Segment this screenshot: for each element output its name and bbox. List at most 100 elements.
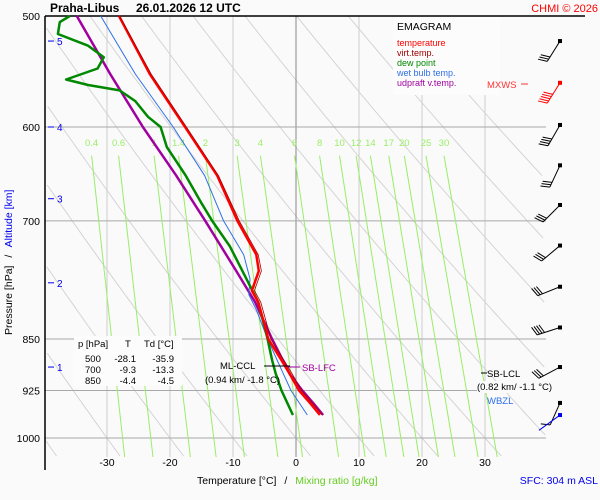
y-tick-label: 600 <box>22 122 40 134</box>
table-cell: -4.4 <box>120 376 136 387</box>
wind-barb-feather <box>535 253 544 260</box>
mixing-ratio-label: 4 <box>258 138 263 149</box>
mixing-ratio-line <box>259 155 304 458</box>
wind-barb-feather <box>540 96 551 100</box>
table-cell: 700 <box>85 365 101 376</box>
wind-barb-feather <box>543 91 553 95</box>
y-tick-label: 850 <box>22 334 40 346</box>
wind-barb-feather <box>537 213 547 219</box>
wind-barb-feather <box>541 183 552 186</box>
wind-barb <box>540 163 562 188</box>
mixing-ratio-line <box>369 155 420 458</box>
ml-ccl-value: (0.94 km/ -1.8 °C) <box>205 375 280 386</box>
wind-barb <box>534 202 562 223</box>
sfc-label: SFC: 304 m ASL <box>520 475 598 487</box>
table-cell: 850 <box>85 376 101 387</box>
updraft-line <box>75 15 325 416</box>
wind-barb-dot <box>558 365 562 370</box>
table-cell: -13.3 <box>152 365 174 376</box>
temperature-line <box>117 15 321 416</box>
y-axis-label-sep: / <box>3 255 15 258</box>
sb-lcl-bg <box>477 381 561 393</box>
dry-adiabat-line <box>89 15 439 457</box>
mixing-ratio-label: 8 <box>317 138 322 149</box>
x-tick-label: -20 <box>162 457 177 469</box>
dew-point-line <box>56 14 295 416</box>
wind-barb-dot <box>558 202 562 207</box>
wind-barb-feather <box>537 252 546 259</box>
table-cell: -9.3 <box>120 365 136 376</box>
mixing-ratio-label: 25 <box>421 138 432 149</box>
wind-barb <box>537 39 562 62</box>
mixing-ratio-label: 0.6 <box>112 138 125 149</box>
mixing-ratio-line <box>153 155 191 458</box>
wind-barb-staff <box>537 327 561 336</box>
wind-barb-dot <box>558 39 562 44</box>
wind-barb <box>537 80 562 104</box>
station-name: Praha-Libus <box>50 1 120 15</box>
table-cell: -4.5 <box>158 376 174 387</box>
copyright: CHMI © 2026 <box>531 3 598 15</box>
dry-adiabat-line <box>47 106 311 457</box>
mixing-ratio-label: 1.4 <box>172 138 185 149</box>
wind-barb-dot <box>558 325 562 330</box>
dry-adiabat-line <box>46 184 248 457</box>
wind-barb-feather <box>531 288 539 297</box>
legend-virt-temp: virt.temp. <box>397 48 434 58</box>
x-axis-label-sep: / <box>284 475 287 487</box>
sb-lfc-label: SB-LFC <box>302 363 336 374</box>
wind-barb-feather <box>540 185 550 188</box>
dry-adiabat-line <box>296 15 545 303</box>
dry-adiabat-line <box>244 15 545 368</box>
mixing-ratio-line <box>178 155 217 458</box>
y-tick-label: 925 <box>22 386 40 398</box>
wind-barb-staff <box>538 414 561 431</box>
wind-barb-feather <box>539 98 549 102</box>
legend-wet-bulb: wet bulb temp. <box>396 68 456 78</box>
mixing-ratio-label: 10 <box>334 138 345 149</box>
wind-barb-feather <box>537 58 548 62</box>
mixing-ratio-line <box>403 155 456 458</box>
mixing-ratio-line <box>319 155 366 458</box>
y-axis-label-alt: Altitude [km] <box>3 190 15 248</box>
legend-dew-point: dew point <box>397 58 436 68</box>
mixing-ratio-label: 30 <box>439 138 450 149</box>
x-tick-label: 10 <box>353 457 365 469</box>
legend-temperature: temperature <box>397 38 446 48</box>
wind-barb-dot <box>558 80 562 85</box>
wind-barb-staff <box>547 124 561 147</box>
table-box <box>74 336 182 386</box>
datetime: 26.01.2026 12 UTC <box>136 1 241 15</box>
wind-barb-feather <box>541 138 551 142</box>
x-tick-label: 20 <box>416 457 428 469</box>
dry-adiabat-line <box>46 352 121 457</box>
wind-barb-feather <box>536 286 543 295</box>
mixing-ratio-label: 6 <box>292 138 297 149</box>
mxws-label: MXWS <box>487 80 517 91</box>
mixing-ratio-label: 12 <box>351 138 362 149</box>
x-tick-label: 0 <box>293 457 299 469</box>
mixing-ratio-label: 3 <box>234 138 239 149</box>
wind-barb-feather <box>536 368 544 377</box>
altitude-tick-label: 5 <box>57 37 63 48</box>
x-axis-label-temp: Temperature [°C] <box>197 475 277 487</box>
wind-barb-feather <box>542 180 553 183</box>
wind-barb-feather <box>531 326 538 336</box>
wind-barb-staff <box>546 82 561 104</box>
y-tick-label: 1000 <box>17 433 41 445</box>
mixing-ratio-line <box>204 155 245 458</box>
wind-barb-feather <box>539 141 550 144</box>
wind-barb-dot <box>558 122 562 127</box>
mixing-ratio-line <box>355 155 405 458</box>
y-axis-label-pressure: Pressure [hPa] <box>3 265 15 335</box>
x-tick-label: -30 <box>99 457 114 469</box>
wind-barb <box>531 284 562 297</box>
mixing-ratio-label: 2 <box>203 138 208 149</box>
mixing-ratio-label: 17 <box>383 138 394 149</box>
x-axis-label-mix: Mixing ratio [g/kg] <box>295 475 377 487</box>
wind-barb-feather <box>539 56 549 60</box>
altitude-tick-label: 4 <box>57 123 63 134</box>
wind-barb <box>531 324 562 336</box>
